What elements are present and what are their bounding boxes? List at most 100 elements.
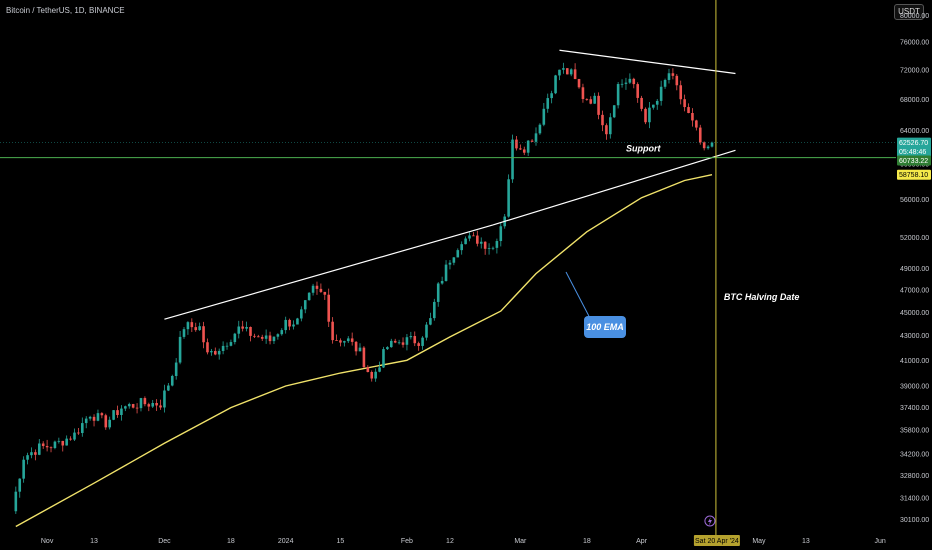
price-tag-label: 58758.10 bbox=[899, 172, 928, 179]
candle-body bbox=[659, 86, 663, 101]
candle-body bbox=[374, 371, 377, 379]
y-tick-label: 30100.00 bbox=[900, 517, 929, 524]
candle-body bbox=[440, 280, 444, 284]
candle-body bbox=[213, 351, 217, 355]
candle-body bbox=[30, 452, 33, 456]
candle-body bbox=[577, 79, 581, 88]
candle-body bbox=[139, 398, 143, 409]
candle-body bbox=[585, 98, 589, 100]
candle-body bbox=[534, 133, 538, 142]
candle-body bbox=[698, 127, 702, 143]
candle-body bbox=[194, 327, 198, 331]
candle-body bbox=[221, 345, 225, 351]
y-tick-label: 56000.00 bbox=[900, 197, 929, 204]
candles-layer bbox=[14, 62, 714, 514]
candle-body bbox=[18, 478, 22, 492]
x-tick-label: 13 bbox=[90, 538, 98, 545]
candle-body bbox=[346, 338, 350, 342]
candle-body bbox=[77, 432, 80, 434]
candle-body bbox=[386, 347, 389, 350]
candle-body bbox=[597, 95, 600, 115]
candle-body bbox=[311, 285, 315, 293]
candle-body bbox=[331, 321, 334, 341]
candle-body bbox=[343, 341, 346, 343]
candle-body bbox=[26, 455, 29, 460]
x-tick-label: Apr bbox=[636, 538, 648, 545]
y-tick-label: 49000.00 bbox=[900, 266, 929, 273]
annotation-layer: Support BTC Halving Date 100 EMA Sat 20 Apr… bbox=[565, 144, 799, 546]
candle-body bbox=[648, 107, 651, 123]
candle-body bbox=[167, 385, 170, 391]
candle-body bbox=[245, 326, 248, 329]
candle-body bbox=[178, 336, 182, 363]
candle-body bbox=[652, 104, 655, 108]
candle-body bbox=[323, 291, 327, 295]
candle-body bbox=[573, 69, 577, 80]
candle-body bbox=[37, 443, 41, 455]
candle-body bbox=[499, 226, 503, 242]
y-tick-label: 47000.00 bbox=[900, 287, 929, 294]
candle-body bbox=[151, 402, 155, 407]
currency-button[interactable]: USDT bbox=[894, 4, 924, 20]
candle-body bbox=[421, 337, 424, 346]
candle-body bbox=[241, 326, 244, 329]
candle-body bbox=[695, 120, 698, 128]
candle-body bbox=[65, 438, 68, 446]
candle-body bbox=[280, 330, 284, 335]
candle-body bbox=[81, 423, 84, 434]
candle-body bbox=[382, 349, 385, 368]
x-tick-label: Dec bbox=[158, 538, 171, 545]
candle-body bbox=[300, 309, 303, 319]
candle-body bbox=[202, 326, 205, 343]
candle-body bbox=[198, 326, 201, 331]
candle-body bbox=[292, 324, 295, 327]
candle-body bbox=[632, 78, 636, 85]
price-tag-label: 60733.22 bbox=[899, 158, 928, 165]
candle-body bbox=[307, 292, 311, 301]
candle-body bbox=[112, 410, 115, 420]
candle-body bbox=[284, 319, 287, 331]
candle-body bbox=[366, 367, 370, 373]
candle-body bbox=[272, 336, 276, 342]
candle-body bbox=[409, 336, 413, 338]
candle-body bbox=[683, 99, 686, 108]
ema-layer bbox=[15, 174, 713, 528]
candle-body bbox=[644, 108, 647, 123]
x-tick-label: Jun bbox=[875, 538, 886, 545]
candle-body bbox=[57, 440, 61, 442]
candle-body bbox=[135, 407, 139, 409]
ema-line bbox=[15, 174, 713, 528]
candle-body bbox=[233, 333, 237, 343]
candle-body bbox=[562, 68, 565, 70]
x-tick-label: 2024 bbox=[278, 538, 294, 545]
candle-body bbox=[515, 139, 518, 149]
y-tick-label: 37400.00 bbox=[900, 405, 929, 412]
lightning-icon bbox=[707, 517, 712, 526]
price-tag bbox=[897, 137, 931, 148]
candle-body bbox=[507, 179, 510, 217]
candle-body bbox=[550, 93, 553, 99]
price-tag bbox=[897, 155, 931, 166]
candle-body bbox=[108, 419, 111, 428]
axis-layer: 30100.00 31400.00 32800.00 34200.00 35800.00… bbox=[41, 13, 931, 545]
candle-body bbox=[120, 408, 123, 415]
candle-body bbox=[288, 319, 291, 327]
candle-body bbox=[413, 336, 417, 344]
y-tick-label: 34200.00 bbox=[900, 451, 929, 458]
candle-body bbox=[425, 324, 428, 338]
candle-body bbox=[530, 140, 534, 142]
date-marker-label: Sat 20 Apr '24 bbox=[695, 538, 739, 545]
candle-body bbox=[147, 404, 151, 407]
trendline-3 bbox=[492, 149, 736, 226]
candle-body bbox=[163, 390, 166, 408]
candle-body bbox=[558, 69, 561, 76]
candle-body bbox=[405, 337, 409, 345]
y-tick-label: 52000.00 bbox=[900, 235, 929, 242]
candle-body bbox=[519, 148, 522, 150]
candle-body bbox=[628, 78, 632, 83]
candle-body bbox=[456, 250, 460, 258]
price-tag-label: 05:48:46 bbox=[899, 149, 926, 156]
candle-body bbox=[268, 335, 272, 342]
candle-body bbox=[417, 343, 420, 346]
